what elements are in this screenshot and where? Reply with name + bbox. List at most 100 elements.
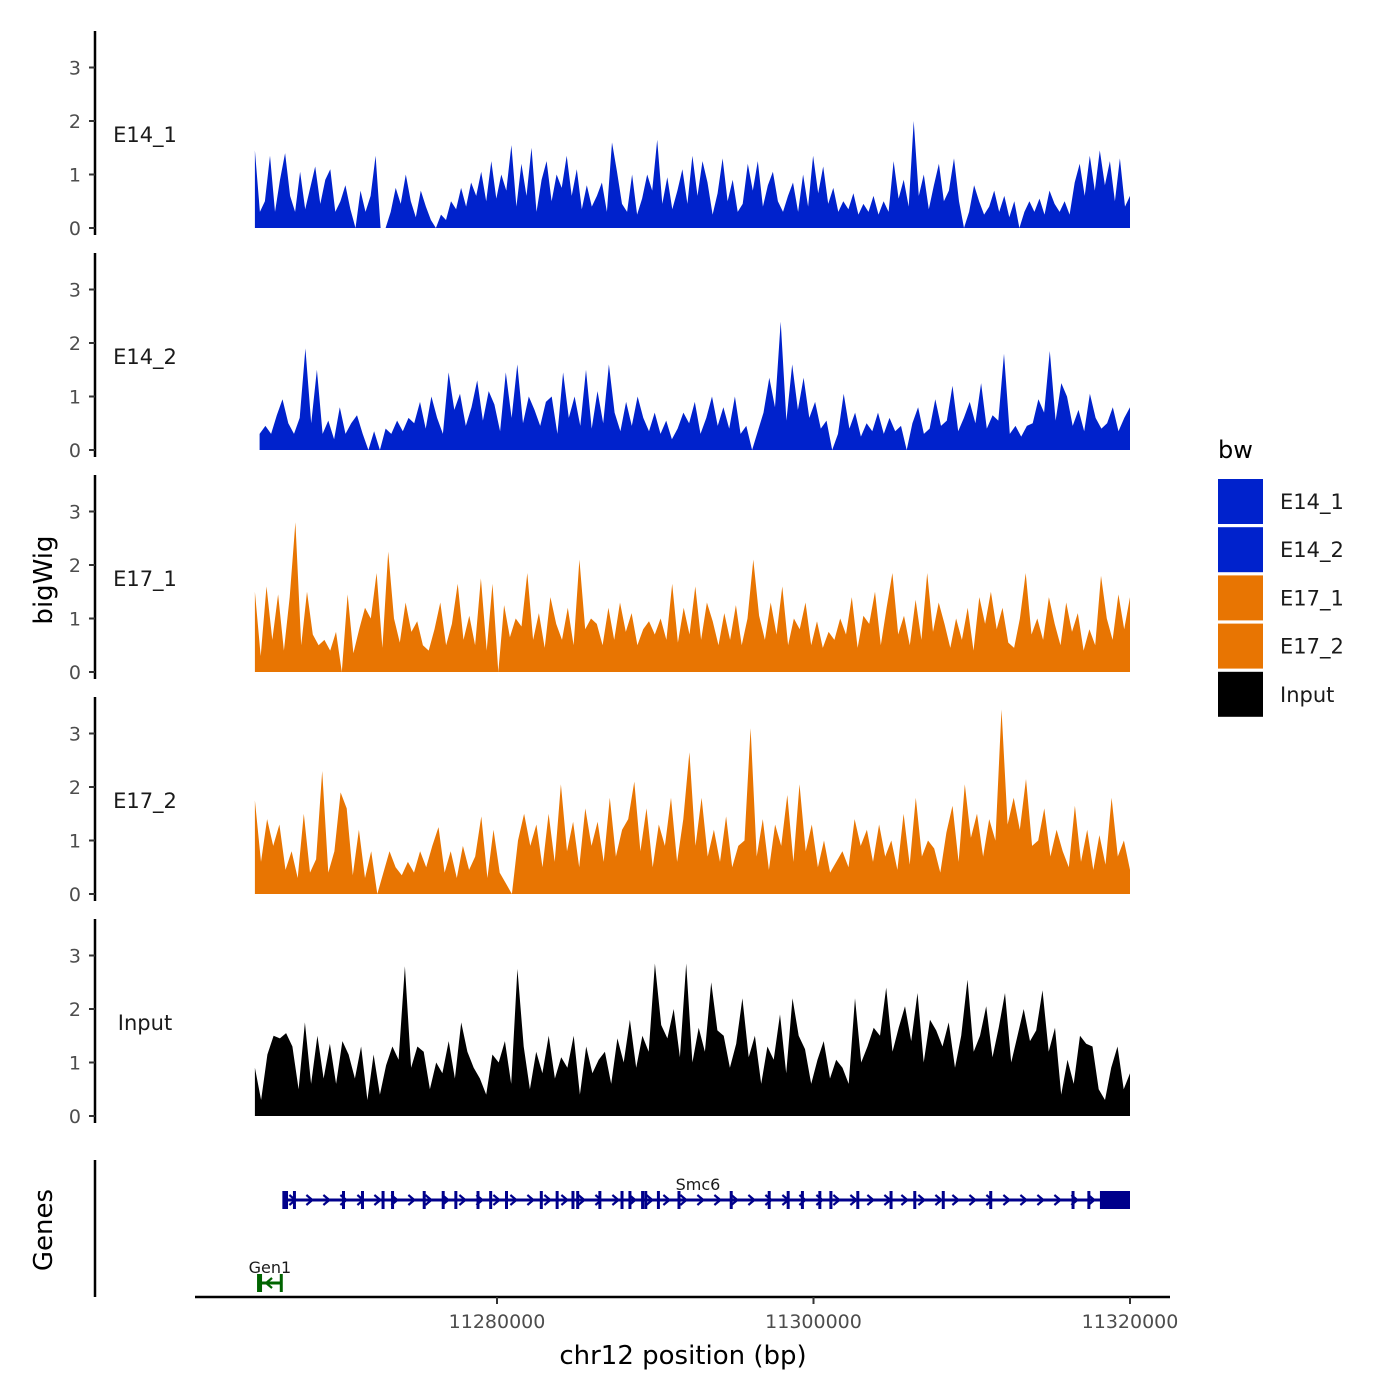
strand-arrow (968, 1194, 978, 1206)
legend-label: Input (1280, 683, 1334, 707)
strand-arrow (713, 1194, 723, 1206)
gene-gen1: Gen1 (249, 1258, 292, 1292)
strand-arrow (951, 1194, 961, 1206)
strand-arrow (305, 1194, 315, 1206)
y-tick-label: 0 (69, 440, 81, 462)
track-e14-1: 0 1 2 3 E14_1 (69, 31, 1130, 240)
strand-arrow (645, 1194, 655, 1206)
y-tick-label: 1 (69, 609, 81, 631)
track-e17-1: 0 1 2 3 E17_1 (69, 475, 1130, 684)
exon (476, 1191, 480, 1209)
exon (800, 1191, 804, 1209)
exon (989, 1191, 993, 1209)
track-label: E17_2 (113, 789, 177, 814)
strand-arrow (917, 1194, 927, 1206)
exon (555, 1191, 559, 1209)
utr-block (1099, 1191, 1130, 1209)
strand-arrow (526, 1194, 536, 1206)
strand-arrow (900, 1194, 910, 1206)
exon (292, 1191, 296, 1209)
strand-arrow (985, 1194, 995, 1206)
exon (786, 1191, 790, 1209)
track-input: 0 1 2 3 Input (69, 919, 1130, 1128)
exon (829, 1191, 833, 1209)
y-tick-label: 3 (69, 724, 81, 746)
coverage-area-e17-2 (254, 709, 1130, 894)
gene-label: Smc6 (676, 1175, 721, 1194)
coverage-area-e14-2 (259, 321, 1131, 450)
legend-label: E14_2 (1280, 538, 1344, 563)
exon (729, 1191, 733, 1209)
y-tick-label: 2 (69, 999, 81, 1021)
strand-arrow (373, 1194, 383, 1206)
exon (644, 1191, 648, 1209)
x-axis-title: chr12 position (bp) (559, 1341, 806, 1371)
strand-arrow (560, 1194, 570, 1206)
strand-arrow (696, 1194, 706, 1206)
exon (1087, 1191, 1091, 1209)
y-tick-label: 0 (69, 1106, 81, 1128)
strand-arrow (1002, 1194, 1012, 1206)
y-tick-label: 1 (69, 831, 81, 853)
bigwig-tracks: 0 1 2 3 E14_1 0 1 2 3 E14_2 0 1 2 3 E17_1 0 1 2 3 E17_2 0 1 2 3… (69, 31, 1131, 1128)
exon (656, 1191, 660, 1209)
exon (941, 1191, 945, 1209)
exon (360, 1191, 364, 1209)
gene-track: Smc6 Gen1 (93, 1160, 1130, 1297)
strand-arrow (424, 1194, 434, 1206)
coverage-area-e14-1 (254, 121, 1130, 228)
strand-arrow (866, 1194, 876, 1206)
strand-arrow (1019, 1194, 1029, 1206)
y-axis-title-genes: Genes (29, 1189, 59, 1271)
legend-swatch (1218, 479, 1263, 524)
exon (571, 1191, 575, 1209)
exon (641, 1191, 645, 1209)
strand-arrow (662, 1194, 672, 1206)
exon (913, 1191, 917, 1209)
strand-arrow (679, 1194, 689, 1206)
y-tick-label: 2 (69, 555, 81, 577)
legend-item-e17-2: E17_2 (1218, 623, 1344, 669)
track-e17-2: 0 1 2 3 E17_2 (69, 697, 1130, 906)
legend-swatch (1218, 575, 1263, 621)
y-tick-label: 1 (69, 165, 81, 187)
legend-label: E14_1 (1280, 490, 1344, 515)
strand-arrow (577, 1194, 587, 1206)
track-label: E14_1 (113, 123, 177, 148)
y-tick-label: 1 (69, 387, 81, 409)
exon (818, 1191, 822, 1209)
strand-arrow (747, 1194, 757, 1206)
gene-label: Gen1 (249, 1258, 292, 1277)
legend: bw E14_1 E14_2 E17_1 E17_2 Input (1218, 436, 1344, 717)
legend-label: E17_1 (1280, 586, 1344, 611)
y-tick-label: 0 (69, 884, 81, 906)
exon (454, 1191, 458, 1209)
exon (856, 1191, 860, 1209)
exon (539, 1191, 543, 1209)
track-e14-2: 0 1 2 3 E14_2 (69, 253, 1131, 462)
x-tick-label: 11300000 (765, 1311, 862, 1333)
exon (441, 1191, 445, 1209)
exon (889, 1191, 893, 1209)
exon (598, 1191, 602, 1209)
track-label: E17_1 (113, 567, 177, 592)
legend-item-e14-2: E14_2 (1218, 527, 1344, 573)
track-label: E14_2 (113, 345, 177, 370)
y-tick-label: 3 (69, 946, 81, 968)
coverage-area-e17-1 (254, 522, 1130, 672)
legend-item-e17-1: E17_1 (1218, 575, 1344, 621)
legend-swatch (1218, 623, 1263, 669)
legend-item-input: Input (1218, 671, 1334, 717)
exon (677, 1191, 681, 1209)
y-tick-label: 2 (69, 333, 81, 355)
exon (620, 1191, 624, 1209)
y-tick-label: 1 (69, 1053, 81, 1075)
strand-arrow (832, 1194, 842, 1206)
exon (341, 1191, 345, 1209)
exon (422, 1191, 426, 1209)
legend-swatch (1218, 527, 1263, 573)
legend-swatch (1218, 671, 1263, 717)
strand-arrow (730, 1194, 740, 1206)
gene-end-marker (257, 1274, 263, 1292)
